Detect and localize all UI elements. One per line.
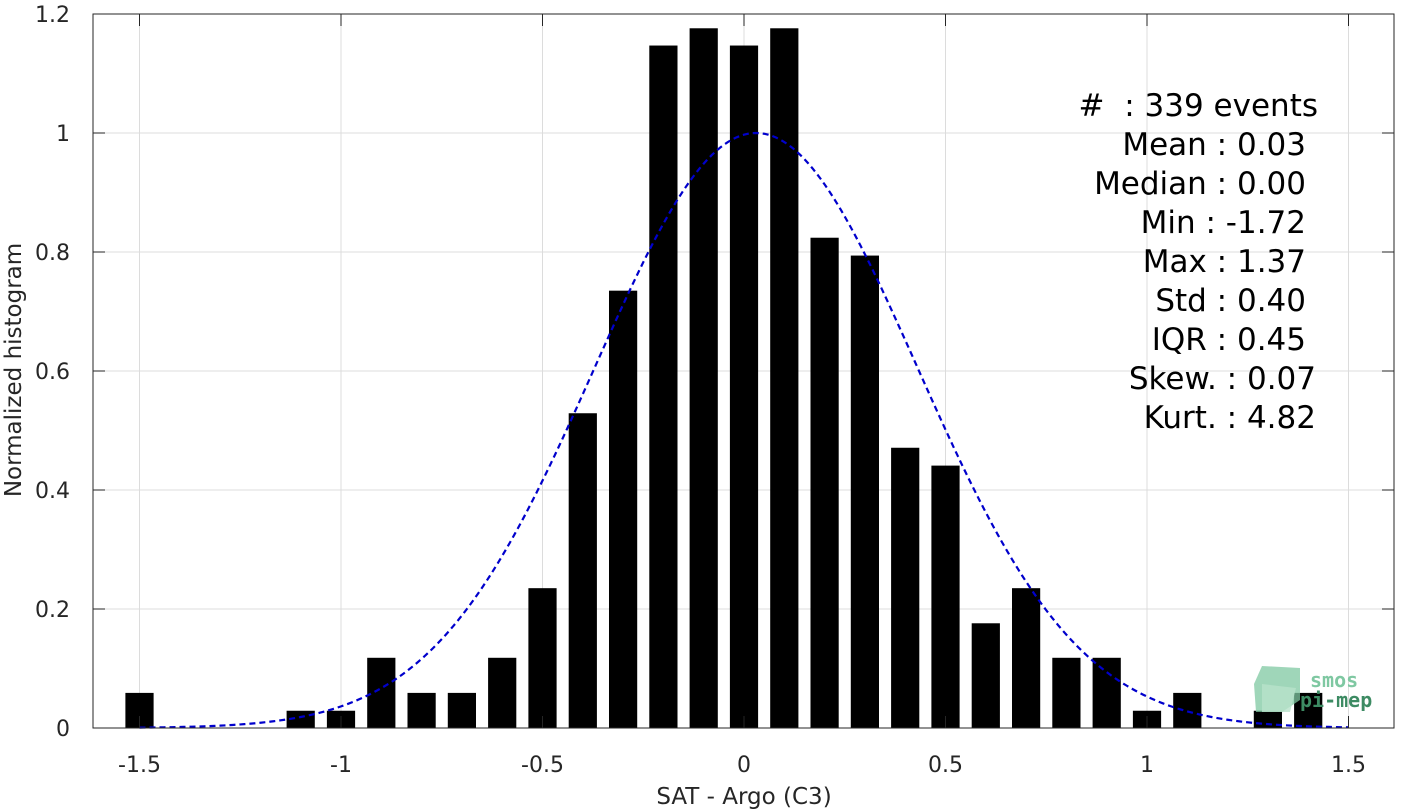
y-axis-label: Normalized histogram bbox=[1, 243, 27, 497]
x-tick-label: 0 bbox=[737, 753, 751, 778]
stats-line: Median : 0.00 bbox=[1094, 166, 1306, 202]
axes-frame bbox=[92, 13, 1395, 729]
x-tick-label: -1 bbox=[330, 753, 352, 778]
gaussian-fit bbox=[139, 131, 1349, 729]
histogram-bar bbox=[568, 413, 597, 728]
histogram-bar bbox=[850, 255, 880, 728]
histogram-bar bbox=[447, 692, 477, 728]
gaussian-curve bbox=[139, 131, 1349, 729]
histogram-bar bbox=[1092, 657, 1121, 728]
stats-line: Kurt. : 4.82 bbox=[1144, 400, 1316, 436]
bars bbox=[125, 28, 1323, 729]
y-tick-label: 0.8 bbox=[35, 241, 70, 266]
y-tick-label: 0 bbox=[56, 717, 70, 742]
y-tick-label: 0.2 bbox=[35, 598, 70, 623]
histogram-bar bbox=[891, 447, 920, 728]
y-tick-labels: 0 0.2 0.4 0.6 0.8 1 1.2 bbox=[35, 3, 70, 742]
histogram-bar bbox=[286, 710, 315, 728]
histogram-bar bbox=[810, 237, 839, 728]
histogram-bar bbox=[931, 465, 960, 728]
logo-line-2: pi-mep bbox=[1300, 688, 1372, 712]
histogram-bar bbox=[367, 657, 396, 728]
histogram-bar bbox=[488, 657, 517, 728]
histogram-bar bbox=[608, 290, 638, 728]
histogram-bar bbox=[1011, 588, 1041, 728]
y-tick-label: 0.6 bbox=[35, 360, 70, 385]
x-tick-label: 0.5 bbox=[928, 753, 963, 778]
stats-line: Max : 1.37 bbox=[1143, 244, 1306, 280]
x-tick-label: -1.5 bbox=[118, 753, 161, 778]
stats-line: Std : 0.40 bbox=[1155, 283, 1306, 319]
histogram-bar bbox=[407, 692, 436, 728]
stats-line: IQR : 0.45 bbox=[1152, 322, 1306, 358]
histogram-bar bbox=[1052, 657, 1081, 728]
stats-line: Skew. : 0.07 bbox=[1129, 361, 1316, 397]
histogram-bar bbox=[689, 28, 718, 728]
y-tick-label: 0.4 bbox=[35, 479, 70, 504]
x-tick-label: -0.5 bbox=[521, 753, 564, 778]
y-tick-label: 1.2 bbox=[35, 3, 70, 28]
stats-line: Mean : 0.03 bbox=[1122, 127, 1306, 163]
x-axis-label: SAT - Argo (C3) bbox=[656, 784, 831, 810]
y-tick-label: 1 bbox=[56, 122, 70, 147]
histogram-bar bbox=[770, 28, 799, 728]
logo-shape bbox=[1262, 684, 1296, 712]
histogram-bar bbox=[971, 623, 1000, 728]
stats-line: # : 339 events bbox=[1079, 88, 1318, 124]
stats-line: Min : -1.72 bbox=[1141, 205, 1306, 241]
logo-line-1: smos bbox=[1310, 668, 1358, 692]
histogram-bar bbox=[649, 45, 678, 729]
histogram-bar bbox=[729, 45, 759, 729]
histogram-bar bbox=[1173, 692, 1202, 728]
histogram-bar bbox=[528, 588, 557, 728]
x-tick-label: 1 bbox=[1140, 753, 1154, 778]
smos-pimep-logo: smos pi-mep bbox=[1254, 666, 1372, 712]
x-tick-label: 1.5 bbox=[1331, 753, 1366, 778]
x-tick-labels: -1.5 -1 -0.5 0 0.5 1 1.5 bbox=[118, 753, 1366, 778]
